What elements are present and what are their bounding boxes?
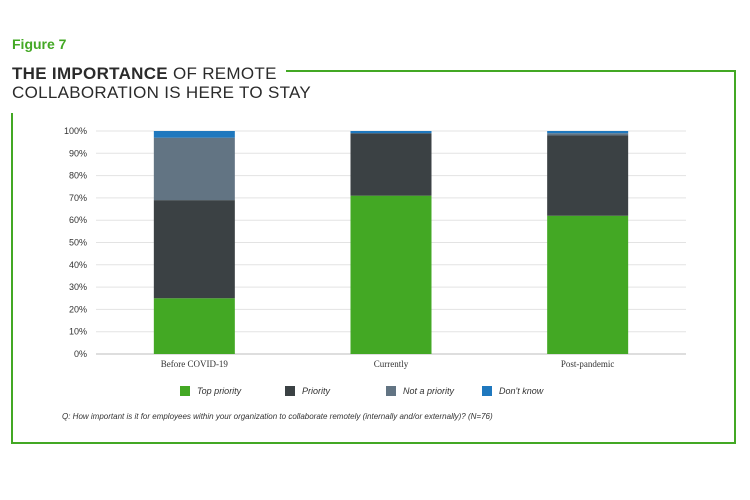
y-tick-label: 100% xyxy=(64,126,87,136)
legend-item-not-a-priority: Not a priority xyxy=(386,386,454,396)
x-tick-label: Before COVID-19 xyxy=(161,359,229,369)
legend-swatch xyxy=(482,386,492,396)
legend-label: Don't know xyxy=(499,386,544,396)
chart-title: THE IMPORTANCE OF REMOTE COLLABORATION I… xyxy=(12,64,311,102)
y-tick-label: 30% xyxy=(69,282,87,292)
y-tick-label: 10% xyxy=(69,327,87,337)
survey-footnote: Q: How important is it for employees wit… xyxy=(62,412,493,421)
bar-post-pandemic-don-t-know xyxy=(547,131,629,134)
bar-currently-top-priority xyxy=(350,195,432,354)
chart-legend: Top priority Priority Not a priority Don't … xyxy=(180,386,600,402)
title-rest: OF REMOTE xyxy=(167,64,277,83)
x-tick-label: Post-pandemic xyxy=(561,359,615,369)
bar-before-covid-19-priority xyxy=(153,200,235,299)
legend-item-priority: Priority xyxy=(285,386,330,396)
y-tick-label: 90% xyxy=(69,148,87,158)
frame-right-border xyxy=(734,70,736,444)
y-tick-label: 50% xyxy=(69,238,87,248)
bar-before-covid-19-not-a-priority xyxy=(153,137,235,201)
y-tick-label: 0% xyxy=(74,349,87,359)
bar-before-covid-19-top-priority xyxy=(153,298,235,354)
figure-label: Figure 7 xyxy=(12,36,67,52)
title-line2: COLLABORATION IS HERE TO STAY xyxy=(12,83,312,102)
y-tick-label: 40% xyxy=(69,260,87,270)
bar-post-pandemic-top-priority xyxy=(547,215,629,354)
y-tick-label: 20% xyxy=(69,304,87,314)
legend-swatch xyxy=(285,386,295,396)
y-tick-label: 60% xyxy=(69,215,87,225)
frame-top-border xyxy=(286,70,736,72)
bar-currently-don-t-know xyxy=(350,131,432,134)
legend-swatch xyxy=(386,386,396,396)
bar-post-pandemic-not-a-priority xyxy=(547,133,629,136)
legend-swatch xyxy=(180,386,190,396)
legend-item-top-priority: Top priority xyxy=(180,386,241,396)
bar-currently-priority xyxy=(350,133,432,196)
x-tick-label: Currently xyxy=(374,359,409,369)
frame-left-border xyxy=(11,113,13,444)
bar-post-pandemic-priority xyxy=(547,135,629,216)
y-tick-label: 80% xyxy=(69,171,87,181)
legend-item-don-t-know: Don't know xyxy=(482,386,543,396)
legend-label: Priority xyxy=(302,386,331,396)
legend-label: Not a priority xyxy=(403,386,455,396)
title-bold: THE IMPORTANCE xyxy=(12,64,168,83)
frame-bottom-border xyxy=(11,442,736,444)
y-tick-label: 70% xyxy=(69,193,87,203)
bar-before-covid-19-don-t-know xyxy=(153,131,235,138)
legend-label: Top priority xyxy=(197,386,242,396)
